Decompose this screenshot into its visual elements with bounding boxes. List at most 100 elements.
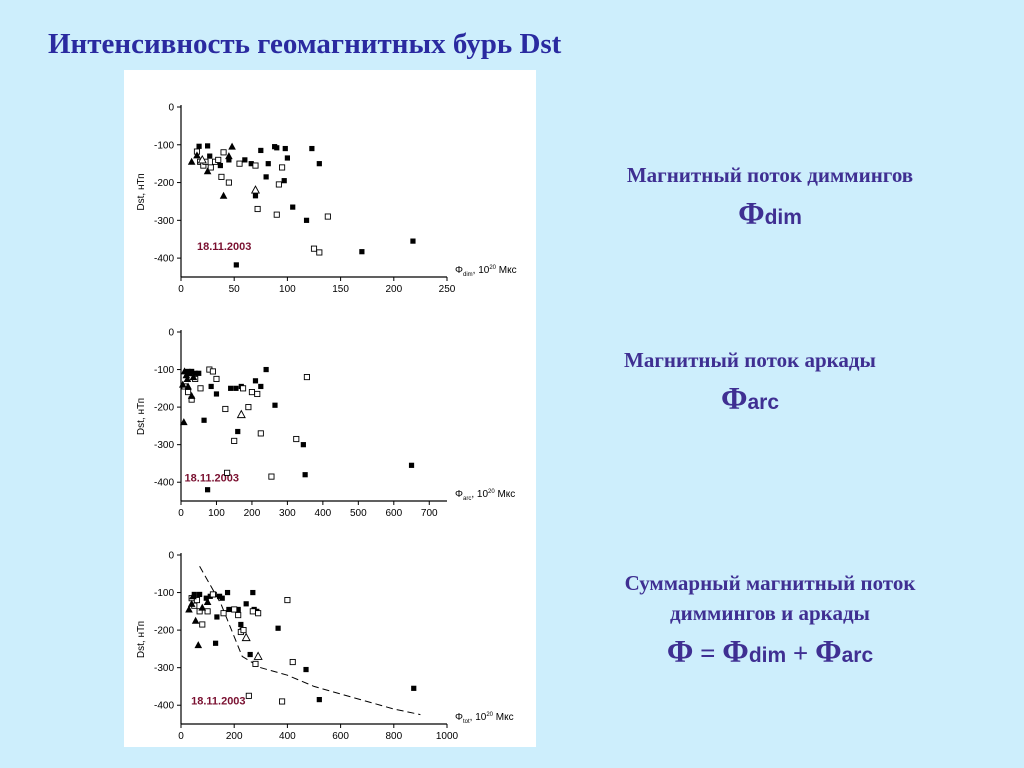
open-square-marker: [220, 149, 227, 156]
filled-square-marker: [205, 143, 211, 149]
filled-triangle-marker: [203, 597, 212, 605]
chart-panel: 0 -100 -200 -300 -400 0 50 100 150 200 250 Dst, нТп…: [124, 70, 536, 747]
x-tick-label: 0: [178, 284, 184, 295]
x-tick-label: 100: [208, 508, 225, 519]
y-tick-label: -400: [154, 254, 174, 265]
open-square-marker: [245, 404, 252, 411]
open-square-marker: [225, 179, 232, 186]
x-tick-label: 400: [315, 508, 332, 519]
filled-triangle-marker: [193, 151, 201, 159]
filled-square-marker: [243, 601, 249, 607]
open-square-marker: [220, 610, 227, 617]
filled-triangle-marker: [198, 603, 207, 611]
filled-square-marker: [303, 217, 310, 223]
open-square-marker: [273, 211, 280, 218]
open-square-marker: [204, 608, 211, 615]
filled-square-marker: [233, 262, 239, 268]
filled-square-marker: [408, 462, 415, 468]
x-tick-label: 300: [279, 508, 296, 519]
y-tick-label: -300: [154, 440, 174, 451]
open-square-marker: [231, 606, 238, 613]
x-tick-label: 700: [421, 508, 438, 519]
open-square-marker: [222, 405, 229, 413]
caption-total-text-2: диммингов и аркады: [670, 601, 870, 625]
open-square-marker: [254, 390, 261, 398]
x-axis-label-sub: tot: [463, 719, 470, 725]
x-tick-label: 500: [350, 508, 367, 519]
filled-square-marker: [265, 161, 271, 167]
y-tick-label: -300: [154, 216, 174, 227]
filled-square-marker: [233, 385, 239, 391]
filled-square-marker: [203, 595, 209, 601]
y-tick-label: -200: [154, 626, 174, 637]
filled-square-marker: [300, 442, 306, 448]
phi-dim-subscript: dim: [748, 644, 787, 667]
open-square-marker: [268, 473, 275, 480]
open-square-marker: [213, 375, 220, 382]
filled-triangle-marker: [182, 371, 191, 379]
filled-square-marker: [212, 640, 219, 646]
filled-square-marker: [217, 162, 223, 169]
filled-square-marker: [235, 428, 241, 435]
open-square-marker: [240, 627, 247, 634]
x-axis-label-exp: 20: [489, 265, 496, 271]
open-triangle-marker: [236, 409, 246, 419]
x-tick-label: 400: [279, 731, 296, 742]
filled-square-marker: [205, 487, 211, 493]
x-axis-label-unit: Мкс: [495, 489, 516, 500]
filled-square-marker: [275, 625, 281, 631]
open-square-marker: [199, 621, 206, 628]
filled-square-marker: [248, 161, 254, 167]
phi-dim-symbol: Φ: [722, 633, 749, 669]
filled-square-marker: [235, 606, 241, 613]
y-tick-label: -300: [154, 663, 174, 674]
x-tick-label: 200: [385, 284, 402, 295]
x-axis-label-unit: Мкс: [496, 265, 517, 276]
filled-square-marker: [281, 178, 287, 184]
filled-square-marker: [302, 472, 308, 478]
open-triangle-marker: [197, 154, 207, 164]
caption-total-text-1: Суммарный магнитный поток: [624, 571, 916, 595]
date-annotation: 18.11.2003: [185, 472, 239, 484]
trend-line: [199, 566, 421, 716]
filled-square-marker: [191, 591, 197, 598]
open-square-marker: [293, 435, 300, 443]
open-square-marker: [249, 608, 256, 615]
filled-square-marker: [359, 249, 365, 255]
open-square-marker: [316, 249, 323, 256]
x-tick-label: 1000: [436, 731, 459, 742]
filled-square-marker: [207, 153, 213, 159]
filled-square-marker: [192, 370, 198, 376]
y-tick-label: -100: [154, 140, 174, 151]
open-square-marker: [254, 205, 261, 213]
x-tick-label: 0: [178, 508, 184, 519]
filled-triangle-marker: [178, 380, 187, 388]
filled-square-marker: [196, 143, 202, 149]
y-tick-label: 0: [168, 328, 174, 339]
filled-triangle-marker: [185, 605, 193, 613]
open-triangle-marker: [241, 632, 251, 642]
plus-sign: +: [786, 638, 816, 668]
open-square-marker: [252, 162, 259, 169]
x-axis-label: Φtot, 1020 Мкс: [455, 712, 514, 725]
filled-square-marker: [208, 383, 214, 390]
y-tick-label: -400: [154, 478, 174, 489]
x-tick-label: 50: [229, 284, 241, 295]
scatter-plot-3: 0 -100 -200 -300 -400 0 200 400 600 800 1000 Dst, н…: [136, 551, 514, 743]
open-square-marker: [185, 389, 192, 396]
filled-square-marker: [238, 621, 244, 628]
filled-triangle-marker: [191, 616, 200, 624]
x-axis-label-symbol: Φ: [455, 489, 463, 500]
open-square-marker: [279, 698, 286, 705]
filled-square-marker: [247, 651, 253, 658]
y-tick-label: -200: [154, 403, 174, 414]
open-square-marker: [284, 597, 291, 604]
filled-square-marker: [303, 666, 309, 673]
open-square-marker: [275, 181, 282, 188]
filled-square-marker: [196, 370, 202, 376]
open-square-marker: [303, 374, 310, 381]
caption-total-formula: Φ = Φdim + Φarc: [560, 634, 980, 673]
open-square-marker: [236, 160, 243, 167]
filled-square-marker: [197, 591, 203, 598]
phi-arc-subscript: arc: [841, 644, 874, 667]
